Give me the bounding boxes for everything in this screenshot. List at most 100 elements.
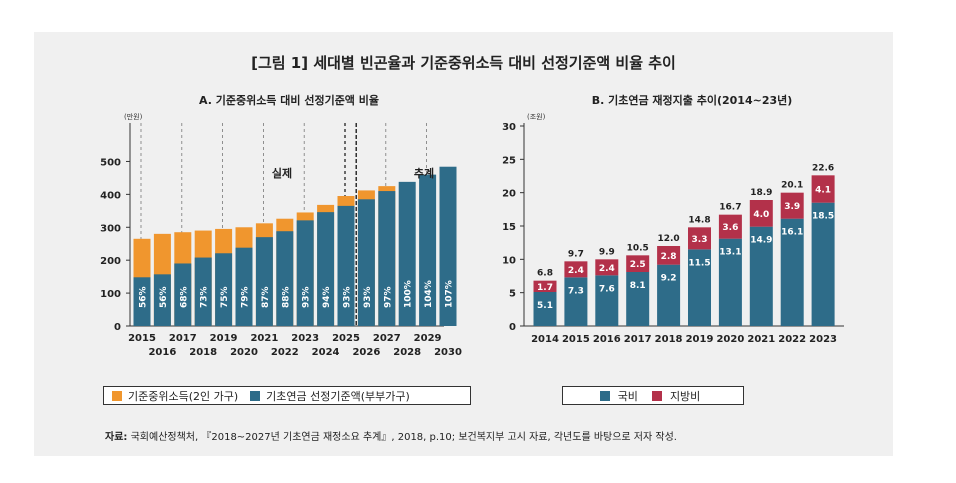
legend-swatch-local bbox=[651, 390, 662, 401]
bar-threshold bbox=[174, 263, 192, 326]
x-tick-label: 2030 bbox=[434, 347, 462, 358]
chart-b-unit-label: (조원) bbox=[527, 112, 546, 121]
bar-national bbox=[749, 226, 773, 326]
x-tick-label: 2016 bbox=[593, 334, 621, 345]
ratio-label: 97% bbox=[383, 286, 393, 308]
x-tick-label: 2017 bbox=[169, 333, 197, 344]
total-value-label: 12.0 bbox=[657, 234, 679, 244]
chart-b-title: B. 기초연금 재정지출 추이(2014~23년) bbox=[592, 93, 793, 107]
bar-national bbox=[533, 292, 557, 326]
y-tick-label: 5 bbox=[509, 289, 516, 300]
legend-swatch-median-income bbox=[112, 390, 122, 401]
x-tick-label: 2015 bbox=[128, 333, 156, 344]
legend-label-local: 지방비 bbox=[669, 389, 701, 403]
bar-threshold bbox=[235, 247, 253, 326]
bar-threshold bbox=[378, 191, 396, 326]
x-tick-label: 2022 bbox=[778, 334, 806, 345]
bar-national bbox=[595, 275, 619, 326]
legend-swatch-threshold bbox=[250, 390, 261, 401]
ratio-label: 68% bbox=[179, 286, 189, 308]
bar-local bbox=[564, 261, 588, 278]
national-value-label: 11.5 bbox=[688, 258, 710, 268]
x-tick-label: 2022 bbox=[271, 347, 299, 358]
bar-national bbox=[564, 277, 588, 326]
x-tick-label: 2017 bbox=[624, 334, 652, 345]
x-tick-label: 2027 bbox=[373, 333, 401, 344]
ratio-label: 75% bbox=[220, 286, 230, 308]
bar-local bbox=[626, 255, 650, 272]
y-tick-label: 0 bbox=[114, 322, 121, 333]
x-tick-label: 2019 bbox=[686, 334, 714, 345]
bar-national bbox=[718, 238, 742, 326]
x-tick-label: 2024 bbox=[312, 347, 340, 358]
region-label-actual: 실제 bbox=[272, 166, 292, 180]
bar-threshold bbox=[357, 199, 375, 326]
x-tick-label: 2029 bbox=[414, 333, 442, 344]
y-tick-label: 20 bbox=[502, 189, 516, 200]
x-tick-label: 2015 bbox=[562, 334, 590, 345]
ratio-label: 79% bbox=[241, 286, 251, 308]
source-label: 자료: bbox=[105, 432, 128, 443]
ratio-label: 93% bbox=[363, 286, 373, 308]
local-value-label: 2.5 bbox=[630, 260, 646, 270]
total-value-label: 14.8 bbox=[688, 215, 710, 225]
bar-threshold bbox=[296, 220, 314, 326]
x-tick-label: 2023 bbox=[809, 334, 837, 345]
total-value-label: 9.7 bbox=[568, 249, 584, 259]
ratio-label: 104% bbox=[424, 280, 434, 308]
ratio-label: 56% bbox=[159, 286, 169, 308]
bar-local bbox=[657, 246, 681, 265]
x-tick-label: 2026 bbox=[352, 347, 380, 358]
y-tick-label: 0 bbox=[509, 322, 516, 333]
bar-threshold bbox=[419, 174, 437, 326]
bar-local bbox=[688, 227, 711, 250]
bar-national bbox=[688, 249, 711, 326]
ratio-label: 100% bbox=[404, 280, 414, 308]
source-note: 자료: 국회예산정책처, 『2018~2027년 기초연금 재정소요 추계』, … bbox=[105, 428, 677, 443]
ratio-label: 93% bbox=[343, 286, 353, 308]
figure-panel: [그림 1] 세대별 빈곤율과 기준중위소득 대비 선정기준액 비율 추이 A.… bbox=[34, 32, 893, 456]
ratio-label: 93% bbox=[302, 286, 312, 308]
legend-label-threshold: 기초연금 선정기준액(부부가구) bbox=[266, 389, 410, 403]
bar-local bbox=[533, 280, 557, 292]
y-tick-label: 300 bbox=[100, 223, 121, 234]
total-value-label: 10.5 bbox=[627, 243, 649, 253]
y-tick-label: 500 bbox=[100, 157, 121, 168]
x-tick-label: 2021 bbox=[747, 334, 775, 345]
national-value-label: 13.1 bbox=[719, 248, 741, 258]
bar-national bbox=[657, 264, 681, 326]
ratio-label: 88% bbox=[281, 286, 291, 308]
chart-b: B. 기초연금 재정지출 추이(2014~23년) (조원) 0 5 10 15 20 25 3… bbox=[502, 93, 844, 345]
x-tick-label: 2018 bbox=[189, 347, 217, 358]
national-value-label: 8.1 bbox=[630, 281, 646, 291]
bar-local bbox=[595, 259, 619, 276]
bar-threshold bbox=[153, 274, 171, 326]
y-tick-label: 10 bbox=[502, 255, 516, 266]
x-tick-label: 2023 bbox=[291, 333, 319, 344]
y-tick-label: 30 bbox=[502, 122, 516, 133]
local-value-label: 3.6 bbox=[722, 223, 738, 233]
ratio-label: 94% bbox=[322, 286, 332, 308]
bar-threshold bbox=[194, 257, 212, 326]
x-tick-label: 2019 bbox=[210, 333, 238, 344]
chart-a-unit-label: (만원) bbox=[124, 112, 143, 121]
bar-threshold bbox=[255, 237, 273, 326]
y-tick-label: 25 bbox=[502, 155, 516, 166]
x-tick-label: 2016 bbox=[148, 347, 176, 358]
y-tick-label: 15 bbox=[502, 222, 516, 233]
bar-local bbox=[780, 192, 804, 219]
bar-local bbox=[749, 200, 773, 227]
x-tick-label: 2020 bbox=[716, 334, 744, 345]
bar-threshold bbox=[276, 231, 294, 326]
bar-national bbox=[780, 218, 804, 326]
legend-label-national: 국비 bbox=[617, 389, 638, 403]
total-value-label: 20.1 bbox=[781, 181, 803, 191]
local-value-label: 3.9 bbox=[784, 202, 800, 212]
local-value-label: 2.4 bbox=[599, 264, 615, 274]
figure-title: [그림 1] 세대별 빈곤율과 기준중위소득 대비 선정기준액 비율 추이 bbox=[251, 54, 676, 72]
ratio-label: 87% bbox=[261, 286, 271, 308]
national-value-label: 9.2 bbox=[661, 274, 677, 284]
y-tick-label: 200 bbox=[100, 256, 121, 267]
x-tick-label: 2020 bbox=[230, 347, 258, 358]
legend-b: 국비 지방비 bbox=[562, 386, 744, 405]
